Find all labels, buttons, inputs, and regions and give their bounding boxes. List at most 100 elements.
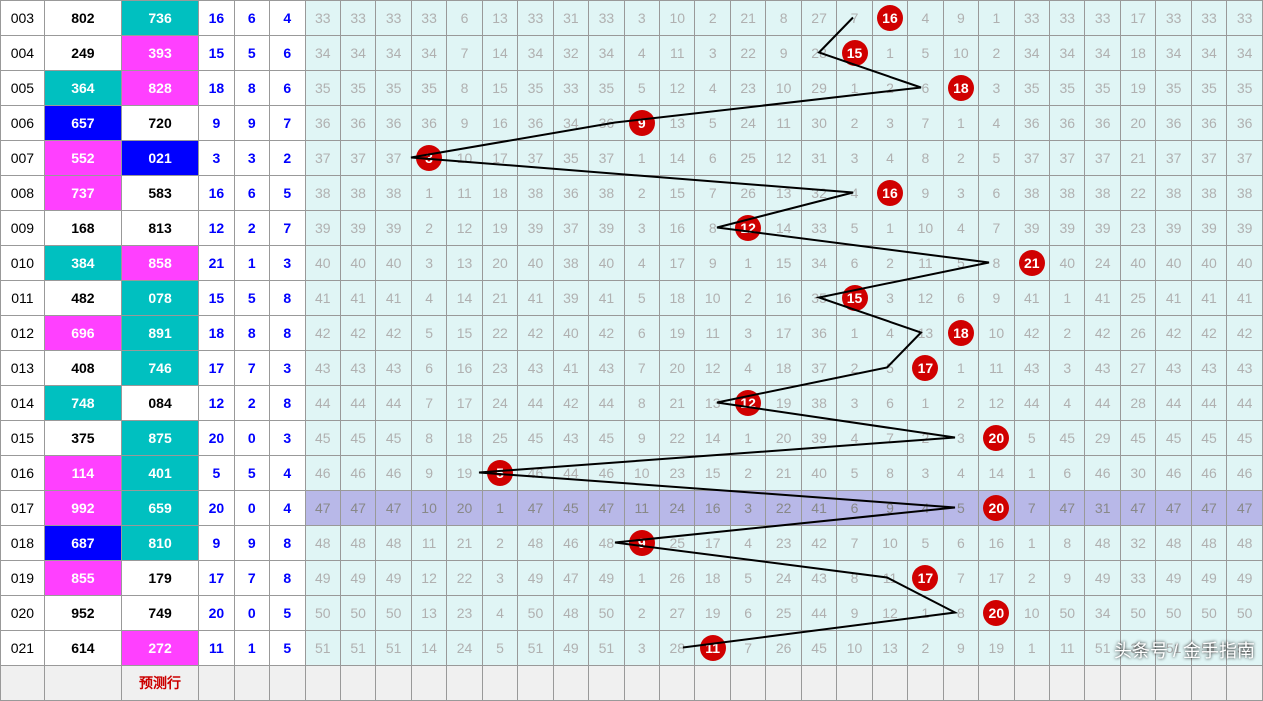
trend-cell: 21 xyxy=(447,526,482,561)
trend-cell: 3 xyxy=(624,631,659,666)
trend-cell: 33 xyxy=(553,71,588,106)
trend-cell: 44 xyxy=(1191,386,1226,421)
trend-cell: 45 xyxy=(1120,421,1155,456)
trend-cell: 43 xyxy=(1156,351,1191,386)
footer-cell xyxy=(1156,666,1191,701)
draw-number-2: 583 xyxy=(121,176,198,211)
trend-cell: 1 xyxy=(624,561,659,596)
trend-cell: 4 xyxy=(695,71,730,106)
stat-3: 5 xyxy=(270,631,305,666)
trend-cell: 23 xyxy=(447,596,482,631)
trend-cell: 13 xyxy=(411,596,446,631)
stat-2: 3 xyxy=(234,141,269,176)
trend-cell: 51 xyxy=(1156,631,1191,666)
trend-cell: 14 xyxy=(482,36,517,71)
footer-cell xyxy=(234,666,269,701)
stat-1: 3 xyxy=(199,141,234,176)
trend-cell: 4 xyxy=(730,526,765,561)
trend-cell: 5 xyxy=(943,246,978,281)
trend-cell: 39 xyxy=(1014,211,1049,246)
stat-2: 9 xyxy=(234,106,269,141)
stat-3: 3 xyxy=(270,421,305,456)
trend-cell: 51 xyxy=(589,631,624,666)
trend-cell: 22 xyxy=(660,421,695,456)
trend-cell: 18 xyxy=(482,176,517,211)
trend-cell: 38 xyxy=(801,386,836,421)
trend-ball: 12 xyxy=(735,215,761,241)
trend-cell: 13 xyxy=(660,106,695,141)
trend-cell: 1 xyxy=(837,71,872,106)
trend-cell: 17 xyxy=(908,561,943,596)
trend-cell: 6 xyxy=(624,316,659,351)
footer-cell xyxy=(1050,666,1085,701)
trend-cell: 35 xyxy=(411,71,446,106)
trend-ball: 17 xyxy=(912,565,938,591)
trend-cell: 47 xyxy=(305,491,340,526)
trend-cell: 38 xyxy=(340,176,375,211)
trend-cell: 9 xyxy=(624,526,659,561)
trend-cell: 2 xyxy=(730,456,765,491)
trend-cell: 1 xyxy=(730,246,765,281)
trend-cell: 6 xyxy=(872,386,907,421)
trend-cell: 5 xyxy=(624,71,659,106)
trend-cell: 37 xyxy=(1014,141,1049,176)
trend-cell: 26 xyxy=(730,176,765,211)
draw-number-1: 384 xyxy=(44,246,121,281)
trend-cell: 46 xyxy=(305,456,340,491)
trend-cell: 50 xyxy=(1227,596,1263,631)
trend-cell: 10 xyxy=(1014,596,1049,631)
trend-cell: 16 xyxy=(482,106,517,141)
trend-cell: 48 xyxy=(340,526,375,561)
trend-cell: 39 xyxy=(340,211,375,246)
stat-3: 3 xyxy=(270,351,305,386)
trend-cell: 47 xyxy=(1156,491,1191,526)
trend-ball: 20 xyxy=(983,600,1009,626)
trend-cell: 50 xyxy=(1156,596,1191,631)
trend-cell: 36 xyxy=(553,176,588,211)
draw-number-2: 078 xyxy=(121,281,198,316)
trend-cell: 43 xyxy=(340,351,375,386)
stat-2: 0 xyxy=(234,491,269,526)
trend-cell: 11 xyxy=(766,106,801,141)
trend-cell: 45 xyxy=(589,421,624,456)
trend-cell: 31 xyxy=(801,141,836,176)
trend-cell: 4 xyxy=(872,141,907,176)
trend-cell: 7 xyxy=(872,421,907,456)
trend-cell: 9 xyxy=(943,1,978,36)
trend-cell: 7 xyxy=(837,1,872,36)
trend-cell: 17 xyxy=(908,351,943,386)
trend-cell: 2 xyxy=(624,596,659,631)
draw-number-1: 114 xyxy=(44,456,121,491)
trend-cell: 49 xyxy=(376,561,411,596)
trend-cell: 7 xyxy=(908,106,943,141)
trend-cell: 34 xyxy=(1050,36,1085,71)
trend-cell: 44 xyxy=(801,596,836,631)
trend-ball: 3 xyxy=(416,145,442,171)
trend-cell: 46 xyxy=(518,456,553,491)
trend-cell: 11 xyxy=(447,176,482,211)
trend-cell: 36 xyxy=(1050,106,1085,141)
period-id: 016 xyxy=(1,456,45,491)
trend-cell: 32 xyxy=(801,176,836,211)
period-id: 014 xyxy=(1,386,45,421)
trend-cell: 36 xyxy=(1156,106,1191,141)
draw-number-2: 736 xyxy=(121,1,198,36)
trend-cell: 2 xyxy=(1014,561,1049,596)
trend-cell: 36 xyxy=(518,106,553,141)
period-id: 020 xyxy=(1,596,45,631)
trend-cell: 45 xyxy=(1191,421,1226,456)
trend-cell: 14 xyxy=(447,281,482,316)
trend-cell: 51 xyxy=(518,631,553,666)
draw-number-2: 813 xyxy=(121,211,198,246)
draw-number-1: 364 xyxy=(44,71,121,106)
trend-cell: 44 xyxy=(1156,386,1191,421)
trend-cell: 4 xyxy=(411,281,446,316)
trend-cell: 2 xyxy=(908,421,943,456)
footer-cell xyxy=(340,666,375,701)
trend-cell: 3 xyxy=(624,1,659,36)
trend-cell: 37 xyxy=(1085,141,1120,176)
trend-cell: 41 xyxy=(1156,281,1191,316)
trend-cell: 14 xyxy=(979,456,1014,491)
trend-cell: 51 xyxy=(1227,631,1263,666)
trend-cell: 50 xyxy=(518,596,553,631)
